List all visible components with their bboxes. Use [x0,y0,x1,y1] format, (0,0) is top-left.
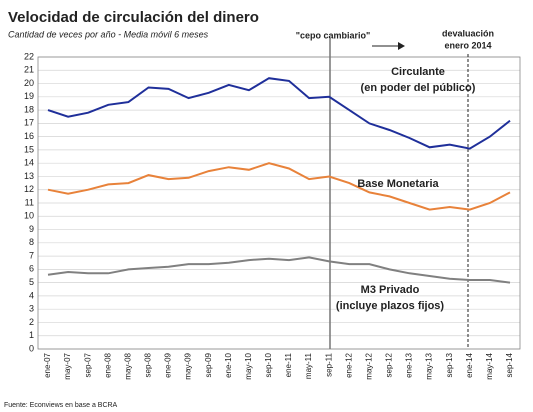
y-tick-label: 5 [29,277,34,287]
y-tick-label: 21 [24,65,34,75]
series-label: M3 Privado [361,284,420,296]
y-tick-label: 10 [24,211,34,221]
y-tick-label: 11 [25,197,34,207]
x-tick-label: ene-07 [43,352,52,377]
source: Fuente: Econviews en base a BCRA [4,402,118,409]
y-tick-label: 19 [24,91,34,101]
arrow-head [398,42,405,50]
plot-frame [37,56,521,350]
y-tick-label: 8 [29,237,34,247]
chart-subtitle: Cantidad de veces por año - Media móvil … [8,29,209,39]
series-note: (incluye plazos fijos) [336,300,445,312]
x-tick-label: may-10 [244,352,253,379]
x-tick-label: may-09 [184,352,193,379]
x-tick-label: sep-14 [505,352,514,377]
y-tick-label: 6 [29,264,34,274]
x-tick-label: ene-10 [224,352,233,377]
y-tick-label: 12 [24,184,34,194]
x-tick-label: sep-11 [324,352,333,376]
x-tick-label: may-07 [63,352,72,379]
chart-title: Velocidad de circulación del dinero [8,9,259,26]
y-tick-label: 16 [24,131,34,141]
annotation: "cepo cambiario" [296,30,371,40]
series-line [47,256,511,284]
series-line [47,77,511,150]
y-tick-label: 7 [29,250,34,260]
annotation: devaluación [442,28,494,38]
series-label: Base Monetaria [357,178,439,190]
x-tick-label: sep-07 [83,352,92,377]
annotation: enero 2014 [444,40,491,50]
y-tick-label: 0 [29,343,34,353]
x-tick-label: may-12 [364,352,373,379]
y-tick-label: 13 [24,171,34,181]
y-tick-label: 22 [24,51,34,61]
x-tick-label: may-13 [425,352,434,379]
x-tick-label: sep-10 [264,352,273,377]
y-tick-label: 18 [24,104,34,114]
y-tick-label: 1 [29,330,34,340]
y-tick-label: 9 [29,224,34,234]
series-label: Circulante [391,66,445,78]
series-line [47,162,511,211]
x-tick-label: ene-11 [284,352,293,377]
y-tick-label: 3 [29,304,34,314]
y-tick-label: 2 [29,317,34,327]
x-tick-label: may-08 [123,352,132,379]
y-tick-label: 14 [24,158,34,168]
x-tick-label: ene-14 [465,352,474,377]
x-tick-label: ene-12 [344,352,353,377]
y-tick-label: 20 [24,78,34,88]
x-tick-label: sep-08 [144,352,153,377]
x-tick-label: ene-09 [164,352,173,377]
x-tick-label: ene-13 [405,352,414,377]
x-tick-label: sep-13 [445,352,454,377]
x-tick-label: sep-12 [385,352,394,377]
x-tick-label: may-11 [304,352,313,379]
x-tick-label: may-14 [485,352,494,379]
x-tick-label: ene-08 [103,352,112,377]
y-tick-label: 15 [24,144,34,154]
x-tick-label: sep-09 [204,352,213,377]
y-tick-label: 17 [24,118,34,128]
y-tick-label: 4 [29,290,34,300]
series-note: (en poder del público) [361,82,476,94]
